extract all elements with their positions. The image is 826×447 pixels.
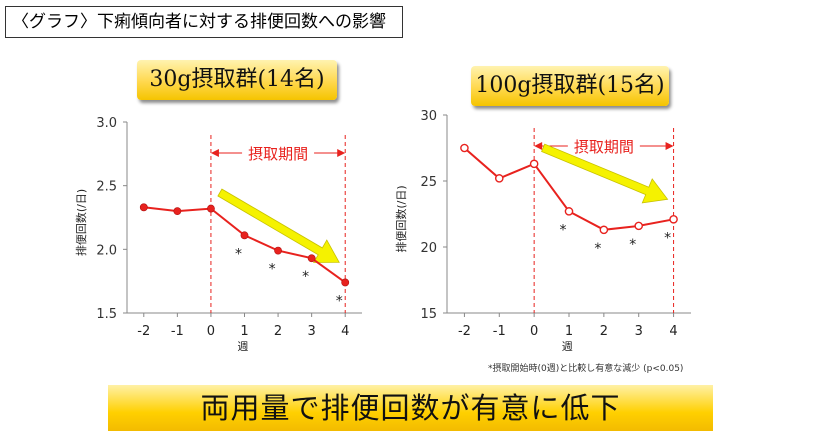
page-title: 〈グラフ〉下痢傾向者に対する排便回数への影響 [5, 6, 403, 38]
data-point [494, 174, 504, 183]
significance-star: * [302, 269, 309, 285]
data-point [634, 221, 644, 231]
period-arrow-head-right [337, 149, 346, 157]
x-tick-label: -2 [137, 324, 150, 339]
y-tick-label: 3.0 [96, 116, 117, 131]
data-point [307, 254, 316, 263]
panel-label-100g: 100g摂取群(15名) [471, 66, 669, 106]
data-point [564, 207, 574, 216]
x-axis-label: 週 [237, 340, 248, 353]
x-axis-label: 週 [562, 340, 573, 353]
data-point [529, 159, 539, 169]
x-tick-label: 2 [274, 324, 282, 339]
significance-star: * [664, 230, 671, 246]
data-point [139, 203, 148, 212]
y-tick-label: 15 [420, 307, 437, 322]
data-point [207, 204, 215, 213]
period-label-bg [242, 143, 315, 161]
x-tick-label: 1 [240, 324, 248, 339]
panel-label-30g: 30g摂取群(14名) [137, 60, 337, 100]
x-tick-label: -1 [493, 324, 506, 339]
significance-star: * [336, 293, 343, 309]
y-tick-label: 20 [420, 241, 437, 256]
y-tick-label: 2.0 [96, 243, 117, 258]
y-axis-label: 排便回数(/日) [74, 189, 88, 256]
conclusion-banner: 両用量で排便回数が有意に低下 [108, 385, 713, 431]
y-tick-label: 2.5 [96, 180, 117, 195]
x-tick-label: 3 [308, 324, 316, 339]
data-point [669, 214, 678, 224]
y-tick-label: 30 [420, 109, 437, 124]
data-point [173, 207, 182, 216]
significance-star: * [269, 262, 276, 278]
y-tick-label: 25 [420, 175, 437, 190]
period-label: 摂取期間 [248, 145, 308, 163]
y-axis-label: 排便回数(/日) [394, 185, 408, 252]
x-tick-label: 4 [341, 324, 349, 339]
data-point [240, 231, 249, 240]
data-point [274, 246, 282, 255]
x-tick-label: -1 [171, 324, 184, 339]
x-tick-label: 2 [600, 324, 608, 339]
significance-star: * [235, 246, 242, 262]
x-tick-label: 3 [635, 324, 643, 339]
significance-footnote: *摂取開始時(0週)と比較し有意な減少 (p<0.05) [488, 364, 684, 374]
x-tick-label: 1 [565, 324, 573, 339]
period-label-bg [567, 136, 640, 154]
significance-star: * [594, 241, 601, 257]
period-arrow-head-left [534, 142, 543, 150]
x-tick-label: 4 [669, 324, 677, 339]
period-arrow-head-left [210, 149, 219, 157]
data-point [460, 143, 469, 153]
x-tick-label: 0 [207, 324, 215, 339]
x-tick-label: -2 [458, 324, 471, 339]
x-tick-label: 0 [530, 324, 538, 339]
period-arrow-head-right [665, 142, 674, 150]
trend-arrow [541, 143, 669, 204]
trend-arrow [217, 188, 340, 263]
significance-star: * [560, 222, 567, 238]
y-tick-label: 1.5 [96, 307, 117, 322]
significance-star: * [629, 237, 636, 253]
data-point [341, 278, 350, 287]
data-point [599, 225, 609, 235]
period-label: 摂取期間 [574, 138, 634, 156]
